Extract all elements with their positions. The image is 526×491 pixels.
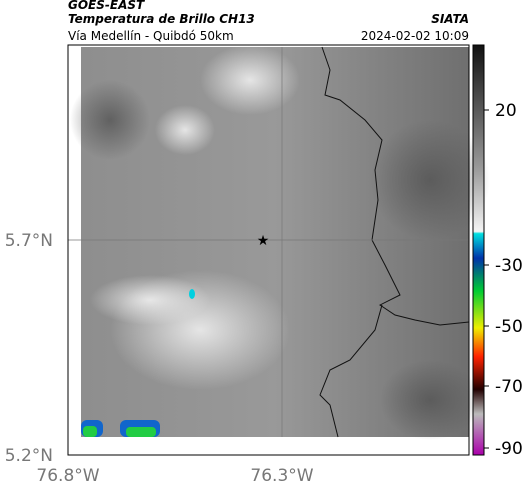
datetime: 2024-02-02 10:09	[361, 29, 469, 43]
lat-tick-label: 5.2°N	[5, 446, 53, 466]
source: GOES-EAST	[68, 0, 145, 12]
lon-tick-label: 76.3°W	[250, 466, 313, 486]
svg-text:★: ★	[257, 233, 270, 249]
colorbar-tick-label: -30	[495, 256, 523, 276]
map-frame	[67, 44, 470, 456]
colorbar	[472, 44, 485, 456]
colorbar-tick-label: -90	[495, 439, 523, 459]
product: Temperatura de Brillo CH13	[68, 12, 255, 26]
satellite-image: ★	[68, 45, 490, 440]
lat-tick-label: 5.7°N	[5, 231, 53, 251]
ticks: 5.7°N 5.2°N76.8°W 76.3°W 20 -30 -50 -70 -90	[5, 101, 523, 486]
colorbar-tick-label: -70	[495, 377, 523, 397]
lon-tick-label: 76.8°W	[36, 466, 99, 486]
colorbar-tick-label: -50	[495, 317, 523, 337]
org: SIATA	[431, 12, 469, 26]
location: Vía Medellín - Quibdó 50km	[68, 29, 234, 43]
colorbar-tick-label: 20	[495, 101, 517, 121]
